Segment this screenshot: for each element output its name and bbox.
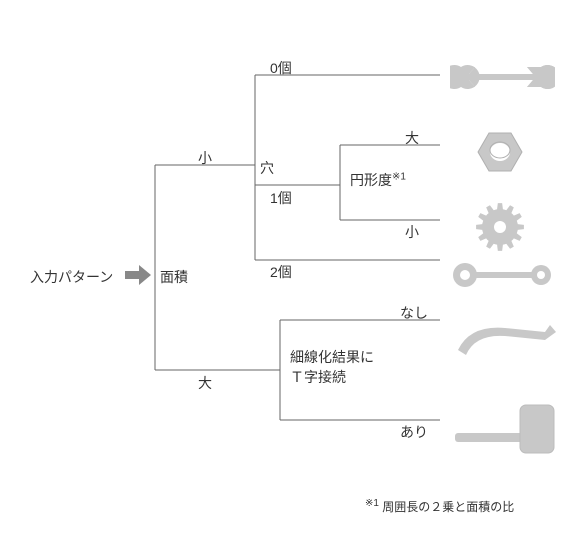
circularity-small-label: 小 [405,222,419,242]
thinning-line2-label: Ｔ字接続 [290,367,346,387]
input-arrow-icon [125,265,153,285]
branch-large-label: 大 [198,373,212,393]
area-feature-label: 面積 [160,267,188,287]
circularity-text: 円形度 [350,172,392,188]
holes-feature-label: 穴 [260,158,274,178]
circularity-large-label: 大 [405,128,419,148]
crowbar-icon [450,310,560,370]
circularity-label: 円形度※1 [350,170,406,190]
gear-icon [470,200,530,255]
footnote: ※1 周囲長の２乗と面積の比 [365,498,514,515]
hammer-icon [450,395,560,465]
thinning-line1-label: 細線化結果に [290,347,374,367]
holes-2-label: 2個 [270,262,292,282]
footnote-mark: ※1 [365,498,379,509]
branch-small-label: 小 [198,148,212,168]
input-pattern-label: 入力パターン [30,267,113,287]
t-junction-present-label: あり [400,422,428,442]
connecting-rod-icon [450,258,555,293]
nut-icon [470,125,530,180]
circularity-note-mark: ※1 [392,171,406,182]
footnote-text: 周囲長の２乗と面積の比 [382,500,514,514]
wrench-icon [450,55,555,100]
t-junction-absent-label: なし [400,303,428,323]
holes-0-label: 0個 [270,58,292,78]
holes-1-label: 1個 [270,188,292,208]
